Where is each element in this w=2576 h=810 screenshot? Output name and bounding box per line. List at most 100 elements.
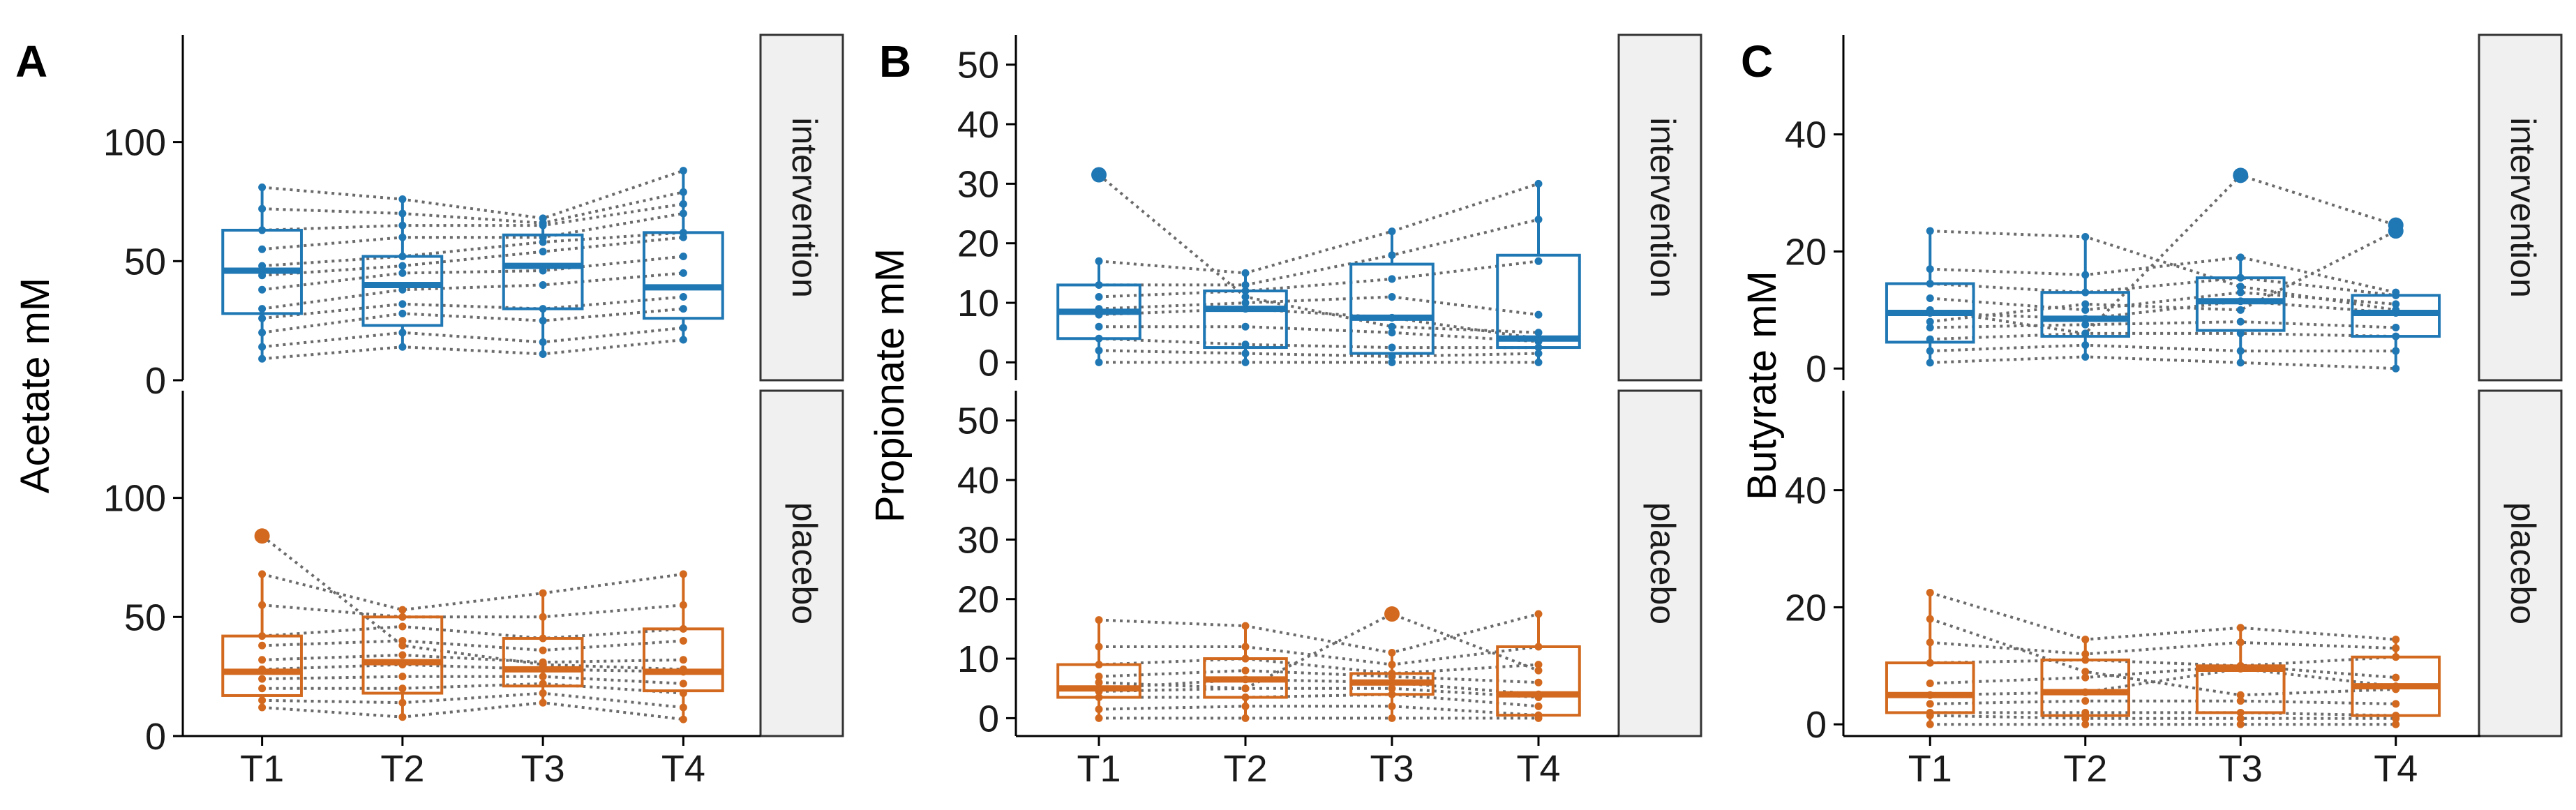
facet-intervention: 0 10 20 30 40 50 intervention [957,33,1702,384]
data-point [1241,322,1250,331]
y-axis-title: Acetate mM [13,278,58,493]
data-point [2392,306,2400,314]
data-point [1926,294,1934,303]
data-point [2236,297,2245,306]
facet-placebo: 0 20 40 placebo [1785,389,2563,746]
data-point [258,354,267,363]
data-point [1926,708,1934,717]
data-point [1388,678,1396,687]
data-point [1241,269,1250,277]
subject-trajectory [1930,174,2397,336]
data-point [2392,300,2400,308]
data-point [679,269,687,277]
data-point [1926,588,1934,597]
data-point [679,624,687,633]
x-tick-label: T3 [521,748,565,790]
data-point [398,606,407,614]
subject-trajectory [1099,218,1539,287]
panel-c: C Butyrate mM 0 20 40 intervention 0 20 40 placeb… [1739,33,2563,790]
data-point [539,698,547,707]
data-point [679,636,687,645]
facet-strip-label: intervention [785,117,824,298]
y-tick-label: 10 [957,283,999,324]
subject-trajectory [262,691,684,709]
data-point [1388,227,1396,236]
data-point [2392,364,2400,373]
data-point [398,661,407,669]
data-point [398,613,407,621]
y-tick-label: 50 [957,400,999,442]
data-point [1241,684,1250,693]
data-point [679,680,687,688]
y-axis-title: Butyrate mM [1739,271,1785,500]
data-point [258,183,267,191]
subject-trajectory [262,295,684,320]
subject-trajectory [262,307,684,334]
data-point [1241,693,1250,702]
data-point [1926,280,1934,288]
x-tick-label: T4 [1516,748,1560,790]
data-point [398,641,407,650]
data-point [398,209,407,218]
data-point [2236,283,2245,291]
subject-trajectory [1930,699,2396,705]
subject-trajectory [1930,276,2397,297]
y-tick-label: 50 [124,597,166,638]
data-point [1388,669,1396,677]
y-tick-label: 100 [103,478,166,520]
data-point [539,689,547,698]
data-point [1241,702,1250,710]
data-point [1388,684,1396,693]
data-point [2236,691,2245,699]
data-point [1534,257,1543,265]
data-point [1241,293,1250,301]
data-point [2081,232,2090,241]
data-point [2236,720,2245,728]
subject-trajectory [1930,667,2397,697]
data-point [2392,673,2400,682]
data-point [2081,306,2090,314]
data-point [539,305,547,313]
facet-strip [759,33,844,382]
data-point [2081,656,2090,664]
data-point [2081,315,2090,323]
subject-trajectory [262,255,684,292]
facet-strip-label: placebo [2503,502,2543,624]
subject-trajectory [1930,711,2396,717]
data-point [1388,690,1396,698]
subject-trajectory [262,572,684,612]
data-point [2236,306,2245,314]
facet-intervention: 0 50 100 intervention [103,33,844,402]
subject-trajectory [1930,230,2397,312]
subject-trajectory [1930,299,2396,320]
data-point [2392,700,2400,708]
panel-letter: C [1741,36,1773,87]
x-tick-label: T1 [240,748,284,790]
data-point [258,262,267,270]
panel-b: B Propionate mM 0 10 20 30 40 50 intervention 0 10… [867,33,1702,790]
y-tick-label: 50 [957,45,999,87]
data-point [1534,216,1543,224]
x-tick-label: T1 [1908,748,1952,790]
data-point [1388,343,1396,352]
data-point [2392,332,2400,340]
facet-strip [2478,33,2563,382]
data-point [398,221,407,230]
data-point [1095,280,1103,289]
data-point [1095,310,1103,319]
data-point [258,570,267,578]
subject-trajectory [1098,669,1539,684]
data-point [1534,610,1543,618]
data-point [1095,693,1103,702]
y-tick-label: 100 [103,122,166,164]
y-tick-label: 10 [957,638,999,680]
data-point [679,715,687,723]
data-point [679,570,687,578]
data-point [1388,293,1396,301]
data-point [2236,347,2245,355]
data-point [539,673,547,681]
data-point [1095,661,1103,669]
data-point [2236,638,2245,647]
data-point [1534,643,1543,651]
subject-trajectory [262,663,684,673]
